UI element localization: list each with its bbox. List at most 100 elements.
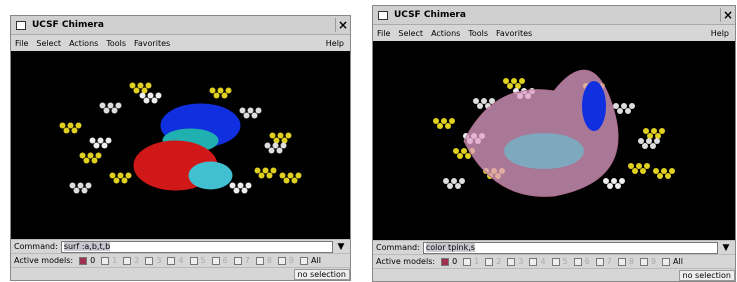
molecule-part [284, 178, 290, 184]
molecule-part [582, 81, 606, 131]
molecule-part [118, 173, 124, 179]
menu-item[interactable]: Favorites [134, 39, 170, 48]
window-icon[interactable] [16, 21, 26, 30]
command-label: Command: [14, 242, 58, 251]
molecule-part [152, 98, 158, 104]
model-checkbox[interactable] [278, 257, 286, 265]
molecule-part [619, 178, 625, 184]
model-checkbox[interactable] [79, 257, 87, 265]
molecule-part [625, 108, 631, 114]
command-input[interactable]: surf :a,b,t,b [61, 241, 333, 253]
model-checkbox[interactable] [507, 258, 515, 266]
model-checkbox[interactable] [300, 257, 308, 265]
molecule-part [242, 188, 248, 194]
model-checkbox[interactable] [574, 258, 582, 266]
model-label: 6 [585, 257, 590, 266]
molecule-part [455, 183, 461, 189]
command-dropdown[interactable]: ▼ [720, 242, 732, 253]
model-checkbox[interactable] [167, 257, 175, 265]
molecule-part [256, 108, 262, 114]
molecule-part [629, 103, 635, 109]
molecule-part [263, 168, 269, 174]
model-label: All [673, 257, 683, 266]
model-checkbox[interactable] [529, 258, 537, 266]
model-checkbox[interactable] [123, 257, 131, 265]
chimera-window: UCSF Chimera× File Select Actions Tools Favor… [372, 5, 736, 282]
molecule-part [100, 103, 106, 109]
molecule-part [669, 168, 675, 174]
model-checkbox[interactable] [596, 258, 604, 266]
molecule-part [447, 183, 453, 189]
menu-item[interactable]: File [15, 39, 28, 48]
command-text: surf :a,b,t,b [64, 242, 110, 251]
close-button[interactable]: × [720, 8, 735, 22]
molecule-part [238, 183, 244, 189]
molecule-part [64, 128, 70, 134]
molecule-part [88, 153, 94, 159]
model-label: 9 [289, 256, 294, 265]
model-checkbox[interactable] [441, 258, 449, 266]
model-label: 1 [474, 257, 479, 266]
screen: (() => { const data = JSON.parse(documen… [0, 0, 737, 282]
molecule-part [459, 178, 465, 184]
molecule-part [102, 143, 108, 149]
molecule-part [82, 188, 88, 194]
molecule-part [234, 188, 240, 194]
model-label: 9 [651, 257, 656, 266]
molecule-part [106, 138, 112, 144]
model-checkbox[interactable] [256, 257, 264, 265]
menu-item[interactable]: Tools [106, 39, 126, 48]
model-checkbox[interactable] [463, 258, 471, 266]
model-checkbox[interactable] [145, 257, 153, 265]
molecule-part [613, 103, 619, 109]
menu-bar: File Select Actions Tools Favorites Help [11, 35, 350, 51]
menu-item[interactable]: Favorites [496, 29, 532, 38]
menu-help[interactable]: Help [326, 39, 344, 48]
model-checkbox[interactable] [552, 258, 560, 266]
graphics-view [11, 51, 350, 239]
model-checkbox[interactable] [190, 257, 198, 265]
model-checkbox[interactable] [618, 258, 626, 266]
molecule-part [504, 133, 584, 169]
window-title: UCSF Chimera [32, 20, 335, 30]
menu-item[interactable]: File [377, 29, 390, 38]
molecule-part [632, 168, 638, 174]
close-button[interactable]: × [335, 18, 350, 32]
molecule-part [80, 153, 86, 159]
command-dropdown[interactable]: ▼ [335, 241, 347, 252]
molecule-part [611, 178, 617, 184]
molecule-part [189, 162, 233, 190]
window-title: UCSF Chimera [394, 10, 720, 20]
model-checkbox[interactable] [662, 258, 670, 266]
menu-help[interactable]: Help [711, 29, 729, 38]
model-checkbox[interactable] [101, 257, 109, 265]
menu-item[interactable]: Tools [468, 29, 488, 38]
command-input[interactable]: color tpink,s [423, 242, 718, 254]
molecule-part [226, 88, 232, 94]
page: {"windows": [ {"title": "UCSF Chimera", … [0, 0, 737, 282]
molecule-part [134, 88, 140, 94]
command-text: color tpink,s [426, 243, 475, 252]
molecule-part [274, 138, 280, 144]
model-checkbox[interactable] [640, 258, 648, 266]
model-label: 5 [563, 257, 568, 266]
model-checkbox[interactable] [485, 258, 493, 266]
menu-item[interactable]: Actions [431, 29, 460, 38]
molecule-part [96, 153, 102, 159]
window-icon[interactable] [378, 11, 388, 20]
menu-item[interactable]: Select [398, 29, 423, 38]
model-label: 0 [452, 257, 457, 266]
molecule-part [244, 113, 250, 119]
molecule-part [130, 83, 136, 89]
molecule-part [643, 128, 649, 134]
menu-item[interactable]: Select [36, 39, 61, 48]
model-checkbox[interactable] [234, 257, 242, 265]
menu-item[interactable]: Actions [69, 39, 98, 48]
molecule-part [477, 103, 483, 109]
model-label: 4 [540, 257, 545, 266]
graphics-view [373, 41, 735, 240]
molecule-part [269, 148, 275, 154]
molecule-part [222, 93, 228, 99]
model-checkbox[interactable] [212, 257, 220, 265]
molecule-part [112, 108, 118, 114]
